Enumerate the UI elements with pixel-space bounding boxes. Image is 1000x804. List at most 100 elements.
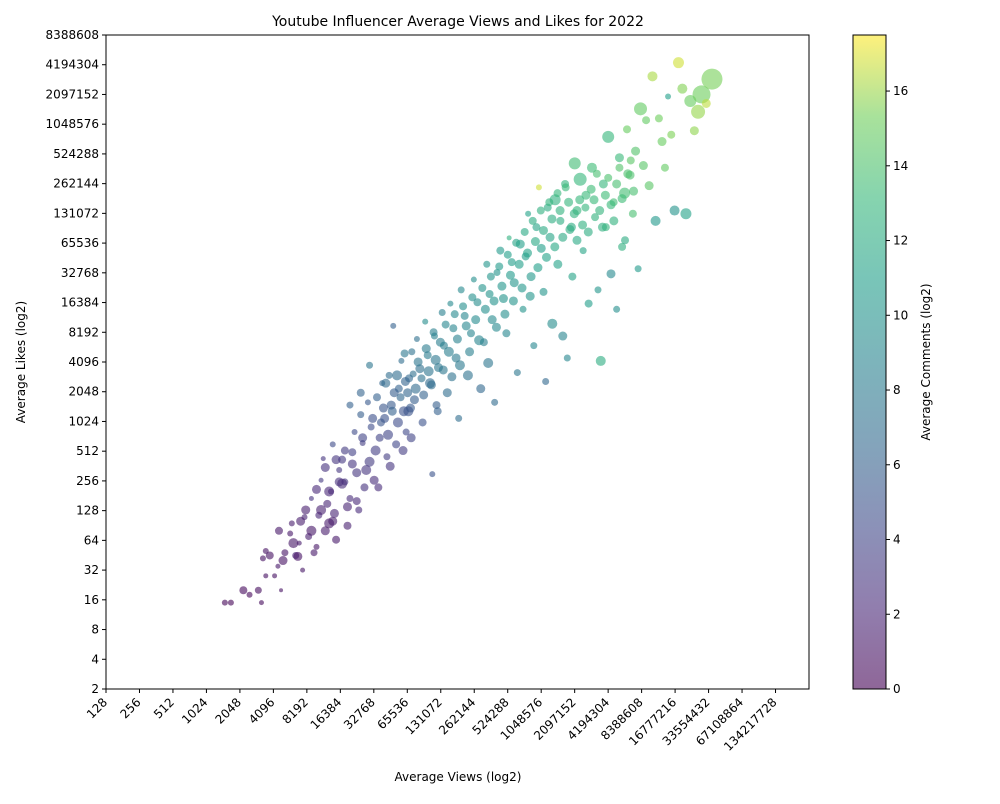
data-point bbox=[614, 153, 624, 163]
data-point bbox=[433, 407, 442, 416]
data-point bbox=[403, 406, 414, 417]
data-point bbox=[473, 298, 482, 307]
data-point bbox=[239, 586, 248, 595]
colorbar-tick-label: 4 bbox=[893, 533, 901, 547]
data-point bbox=[471, 315, 481, 325]
data-point bbox=[274, 526, 283, 535]
data-point bbox=[450, 310, 459, 319]
data-point bbox=[528, 216, 537, 225]
data-point bbox=[374, 483, 383, 492]
data-point bbox=[586, 184, 596, 194]
colorbar: 0 2 4 6 8 10 12 14 16 Average Comments (log2) bbox=[852, 34, 933, 696]
data-point bbox=[413, 336, 420, 343]
data-point bbox=[272, 573, 278, 579]
y-tick-label: 2097152 bbox=[46, 87, 99, 101]
data-point bbox=[626, 156, 635, 165]
data-point bbox=[413, 357, 423, 367]
data-point bbox=[470, 276, 477, 283]
data-point bbox=[415, 364, 425, 374]
y-tick-label: 2048 bbox=[68, 385, 99, 399]
data-point bbox=[465, 347, 475, 357]
data-point bbox=[660, 163, 669, 172]
data-point bbox=[642, 116, 651, 125]
data-point bbox=[366, 361, 374, 369]
data-point bbox=[530, 237, 540, 247]
data-point bbox=[556, 216, 565, 225]
x-tick-label: 32768 bbox=[341, 695, 378, 732]
data-point bbox=[375, 433, 384, 442]
data-point bbox=[513, 369, 521, 377]
data-point bbox=[572, 235, 582, 245]
data-point bbox=[502, 329, 511, 338]
data-point bbox=[514, 259, 524, 269]
data-point bbox=[360, 483, 369, 492]
data-point bbox=[409, 370, 417, 378]
data-point bbox=[568, 272, 577, 281]
data-point bbox=[320, 462, 330, 472]
data-point bbox=[468, 293, 477, 302]
data-point bbox=[369, 475, 379, 485]
data-point bbox=[592, 169, 601, 178]
data-point bbox=[459, 302, 468, 311]
data-point bbox=[426, 380, 436, 390]
data-point bbox=[613, 305, 621, 313]
data-point bbox=[390, 322, 397, 329]
y-tick-label: 32 bbox=[84, 563, 99, 577]
data-point bbox=[400, 376, 410, 386]
data-point bbox=[547, 318, 558, 329]
data-point bbox=[402, 428, 410, 436]
data-point bbox=[449, 324, 458, 333]
data-point bbox=[691, 104, 706, 119]
data-point bbox=[451, 353, 461, 363]
data-point bbox=[367, 423, 375, 431]
data-point bbox=[361, 465, 372, 476]
data-point bbox=[351, 429, 358, 436]
x-tick-label: 128 bbox=[84, 695, 110, 721]
data-point bbox=[628, 209, 637, 218]
data-point bbox=[553, 189, 562, 198]
data-point bbox=[455, 414, 463, 422]
data-point bbox=[385, 461, 395, 471]
y-tick-label: 8 bbox=[91, 623, 99, 637]
data-point bbox=[442, 388, 452, 398]
colorbar-tick-label: 14 bbox=[893, 159, 908, 173]
data-point bbox=[221, 599, 228, 606]
data-point bbox=[310, 549, 318, 557]
data-point bbox=[589, 195, 599, 205]
data-point bbox=[595, 206, 605, 216]
data-point bbox=[545, 198, 554, 207]
data-point bbox=[352, 497, 361, 506]
y-tick-label: 1048576 bbox=[46, 117, 99, 131]
data-point bbox=[320, 456, 326, 462]
data-point bbox=[406, 433, 416, 443]
data-point bbox=[493, 269, 501, 277]
x-axis: 128 256 512 1024 2048 4096 8192163843276865536… bbox=[84, 689, 780, 754]
data-point bbox=[438, 365, 448, 375]
data-point bbox=[667, 130, 676, 139]
data-point bbox=[615, 163, 624, 172]
data-point bbox=[408, 348, 416, 356]
y-tick-label: 256 bbox=[76, 474, 99, 488]
data-point bbox=[306, 525, 317, 536]
data-point bbox=[512, 238, 521, 247]
data-point bbox=[526, 272, 536, 282]
data-point bbox=[296, 516, 306, 526]
data-point bbox=[491, 322, 501, 332]
data-point bbox=[423, 366, 434, 377]
data-point bbox=[279, 588, 284, 593]
data-point bbox=[338, 455, 347, 464]
data-point bbox=[553, 259, 563, 269]
points-layer bbox=[221, 57, 723, 606]
data-point bbox=[634, 265, 642, 273]
y-tick-label: 262144 bbox=[53, 177, 99, 191]
data-point bbox=[432, 401, 441, 410]
data-point bbox=[331, 455, 341, 465]
data-point bbox=[566, 222, 576, 232]
data-point bbox=[301, 505, 311, 515]
data-point bbox=[532, 223, 541, 232]
data-point bbox=[343, 521, 352, 530]
data-point bbox=[525, 291, 535, 301]
data-point bbox=[631, 146, 641, 156]
data-point bbox=[447, 300, 454, 307]
data-point bbox=[634, 102, 648, 116]
